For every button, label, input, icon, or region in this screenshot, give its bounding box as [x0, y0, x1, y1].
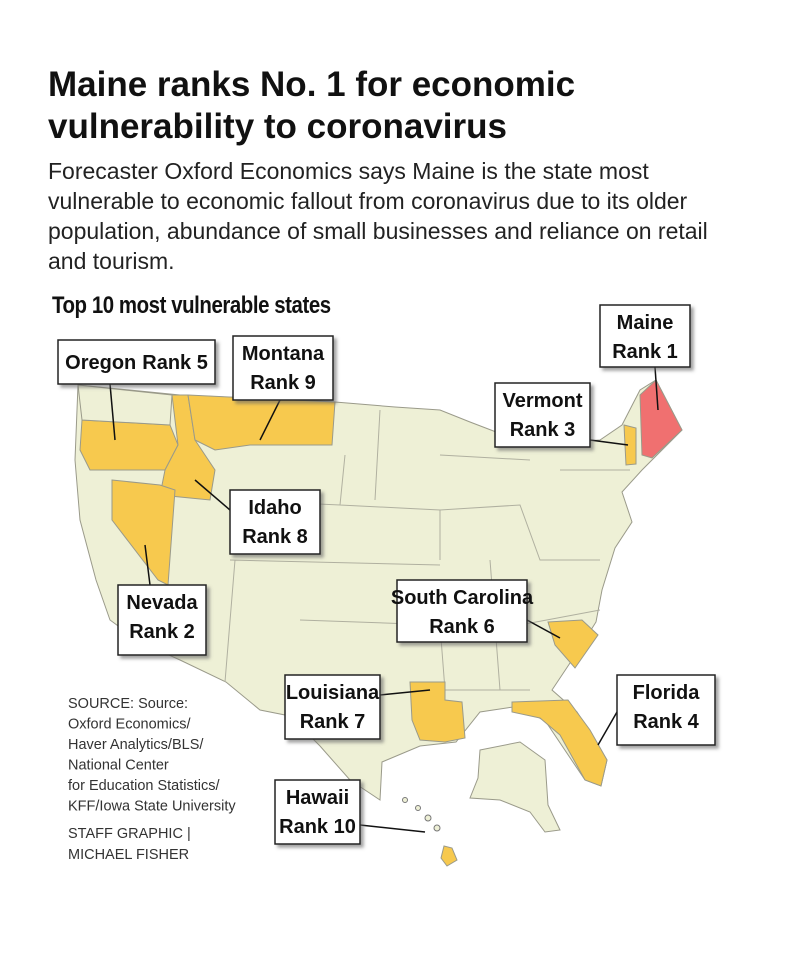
vermont-shape — [623, 424, 637, 466]
state-name: South Carolina — [391, 587, 534, 609]
alaska-shape — [469, 741, 561, 833]
state-name: Vermont — [502, 390, 582, 412]
state-name: Nevada — [126, 592, 198, 614]
leader-line — [654, 366, 659, 411]
state-rank: Rank 5 — [142, 352, 208, 374]
state-rank: Rank 9 — [250, 372, 316, 394]
callout-box — [229, 489, 321, 555]
callout-box — [396, 579, 528, 643]
leader-line — [359, 824, 426, 833]
state-rank: Rank 8 — [242, 526, 308, 548]
maine-shape — [639, 379, 683, 459]
callout-box — [494, 382, 591, 448]
headline: Maine ranks No. 1 for economic vulnerabi… — [48, 65, 576, 146]
state-name: Oregon — [65, 352, 136, 374]
source-line: National Center — [68, 758, 169, 774]
source-line: KFF/Iowa State University — [68, 799, 236, 815]
callout-box — [232, 335, 334, 401]
leader-line — [109, 383, 116, 441]
callout-box — [616, 674, 716, 746]
state-name: Idaho — [248, 497, 301, 519]
callout-box — [117, 584, 207, 656]
leader-line — [144, 544, 151, 586]
source-note: SOURCE: Source: Oxford Economics/Haver An… — [68, 696, 236, 863]
florida-shape — [511, 699, 608, 787]
state-rank: Rank 2 — [129, 621, 195, 643]
state-rank: Rank 10 — [279, 816, 356, 838]
leader-line — [379, 689, 431, 696]
callouts: Maine Rank 1 Nevada Rank 2 Vermont Rank 3 Flor… — [57, 304, 716, 845]
leader-line — [589, 439, 629, 446]
oregon-shape — [79, 419, 179, 471]
source-line: SOURCE: Source: — [68, 696, 188, 712]
credit-line: STAFF GRAPHIC | — [68, 826, 191, 842]
map-subtitle: Top 10 most vulnerable states — [52, 292, 331, 319]
source-line: Oxford Economics/ — [68, 717, 191, 733]
state-rank: Rank 6 — [429, 616, 495, 638]
south-carolina-shape — [547, 619, 599, 669]
description: Forecaster Oxford Economics says Maine i… — [48, 158, 708, 274]
leader-line — [194, 479, 231, 511]
source-line: for Education Statistics/ — [68, 778, 220, 794]
state-name: Florida — [633, 682, 701, 704]
leader-line — [259, 399, 281, 441]
callout-label: Oregon Rank 5 — [65, 352, 208, 374]
callout-box — [57, 339, 216, 385]
callout-box — [599, 304, 691, 368]
hawaii-islands — [402, 797, 458, 867]
callout-box — [284, 674, 381, 740]
louisiana-shape — [409, 681, 466, 743]
montana-shape — [187, 394, 336, 451]
callout-box — [274, 779, 361, 845]
credit-line: MICHAEL FISHER — [68, 847, 189, 863]
state-name: Louisiana — [286, 682, 380, 704]
source-line: Haver Analytics/BLS/ — [68, 737, 204, 753]
leader-line — [526, 619, 561, 639]
state-rank: Rank 4 — [633, 711, 699, 733]
state-rank: Rank 1 — [612, 341, 678, 363]
state-rank: Rank 3 — [510, 419, 576, 441]
leader-line — [597, 711, 618, 746]
washington-shape — [77, 384, 173, 426]
state-name: Maine — [617, 312, 674, 334]
state-name: Montana — [242, 343, 325, 365]
state-rank: Rank 7 — [300, 711, 366, 733]
state-name: Hawaii — [286, 787, 349, 809]
